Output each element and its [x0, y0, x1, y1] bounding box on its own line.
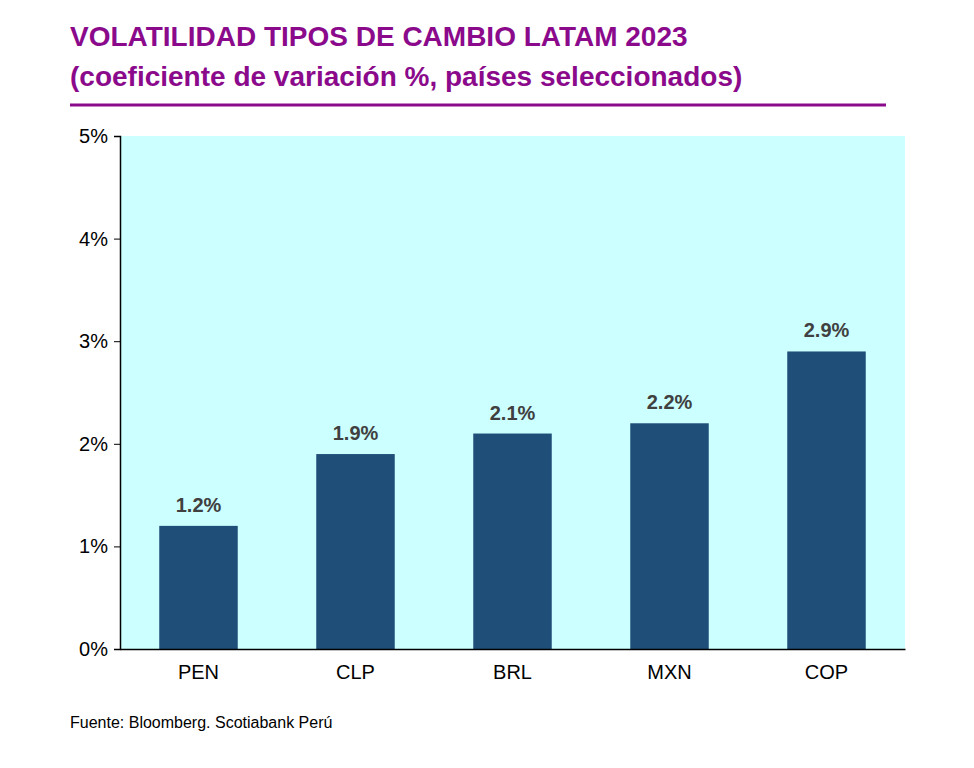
plot: 0% 1% 2% 3% 4% 5% PEN CLP BRL MXN COP 1.2% 1.9% 2.1% 2…	[79, 125, 905, 683]
x-tick-label: MXN	[647, 661, 691, 683]
x-axis: PEN CLP BRL MXN COP	[121, 650, 906, 684]
bars	[159, 351, 866, 649]
chart: VOLATILIDAD TIPOS DE CAMBIO LATAM 2023 (c…	[0, 0, 974, 768]
y-tick: 5%	[79, 125, 120, 147]
y-tick-label: 1%	[79, 535, 108, 557]
x-tick: BRL	[493, 661, 532, 683]
y-tick-mark	[114, 444, 120, 445]
data-label: 2.1%	[490, 402, 536, 424]
y-tick: 0%	[79, 638, 120, 660]
title-rule	[70, 104, 886, 107]
bar	[316, 454, 395, 649]
y-tick: 3%	[79, 330, 120, 352]
y-tick-mark	[114, 341, 120, 342]
source: Fuente: Bloomberg. Scotiabank Perú	[70, 714, 332, 731]
x-tick-label: PEN	[178, 661, 219, 683]
y-axis: 0% 1% 2% 3% 4% 5%	[79, 125, 120, 660]
bar	[159, 526, 238, 649]
y-axis-line	[114, 137, 121, 650]
bar	[630, 423, 709, 649]
bar	[473, 434, 552, 649]
x-tick: CLP	[336, 661, 375, 683]
data-label: 1.9%	[333, 422, 379, 444]
data-labels: 1.2% 1.9% 2.1% 2.2% 2.9%	[176, 319, 850, 515]
data-label: 2.2%	[647, 391, 693, 413]
y-tick-mark	[114, 136, 120, 137]
subtitle: (coeficiente de variación %, países sele…	[70, 61, 742, 92]
y-tick-mark	[114, 649, 120, 650]
bar	[787, 351, 866, 649]
x-tick-label: COP	[805, 661, 848, 683]
x-tick-label: CLP	[336, 661, 375, 683]
y-tick-mark	[114, 546, 120, 547]
x-axis-line	[121, 649, 906, 651]
x-tick: MXN	[647, 661, 691, 683]
y-tick-label: 2%	[79, 433, 108, 455]
y-tick: 1%	[79, 535, 120, 557]
x-tick: COP	[805, 661, 848, 683]
data-label: 2.9%	[804, 319, 850, 341]
title: VOLATILIDAD TIPOS DE CAMBIO LATAM 2023	[70, 21, 688, 52]
x-tick: PEN	[178, 661, 219, 683]
y-tick-label: 3%	[79, 330, 108, 352]
y-tick-mark	[114, 239, 120, 240]
x-tick-label: BRL	[493, 661, 532, 683]
y-tick-label: 0%	[79, 638, 108, 660]
y-tick-label: 5%	[79, 125, 108, 147]
y-tick-label: 4%	[79, 228, 108, 250]
plot-background	[120, 136, 905, 649]
data-label: 1.2%	[176, 494, 222, 516]
y-tick: 2%	[79, 433, 120, 455]
y-tick: 4%	[79, 228, 120, 250]
